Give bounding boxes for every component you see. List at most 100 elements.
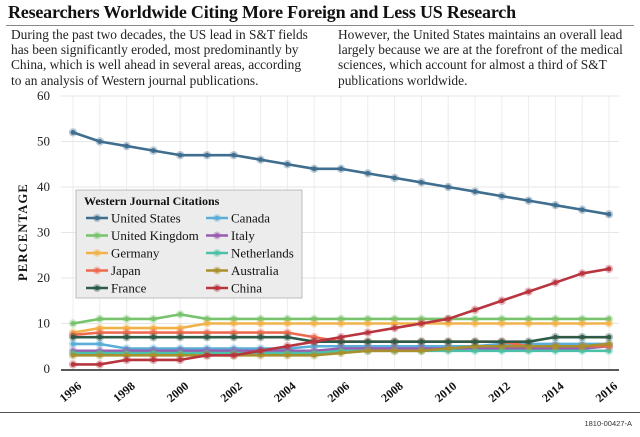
- data-point: [204, 316, 210, 322]
- y-tick-label: 50: [37, 134, 50, 149]
- data-point: [499, 316, 505, 322]
- data-point: [151, 148, 156, 154]
- legend-item: Australia: [206, 263, 279, 278]
- data-point: [419, 348, 424, 354]
- data-point: [285, 161, 290, 167]
- data-point: [445, 346, 451, 351]
- x-tick-label: 1998: [110, 379, 137, 405]
- data-point: [526, 316, 531, 322]
- data-point: [311, 343, 317, 349]
- data-point: [151, 334, 156, 340]
- legend-label: China: [231, 281, 262, 296]
- data-point: [419, 321, 424, 326]
- y-axis: 0 10 20 30 40 50 60: [37, 88, 50, 376]
- legend-label: Australia: [231, 263, 279, 278]
- data-point: [124, 357, 129, 363]
- data-point: [445, 316, 451, 322]
- legend-swatch-dot: [214, 285, 220, 291]
- data-point: [579, 271, 585, 276]
- data-point: [606, 334, 612, 340]
- data-point: [472, 316, 478, 322]
- legend-swatch-dot: [214, 250, 220, 256]
- y-axis-label: PERCENTAGE: [16, 183, 30, 281]
- data-point: [285, 334, 290, 340]
- legend-item: United States: [86, 211, 181, 226]
- legend-label: Canada: [231, 211, 270, 226]
- x-tick-label: 2004: [271, 379, 298, 405]
- data-point: [392, 325, 397, 331]
- data-point: [124, 352, 129, 358]
- data-point: [311, 166, 317, 172]
- data-point: [177, 312, 183, 317]
- chart-title: Researchers Worldwide Citing More Foreig…: [8, 2, 516, 22]
- data-point: [151, 316, 156, 322]
- data-point: [472, 343, 478, 349]
- data-point: [579, 316, 585, 322]
- x-tick-label: 2012: [486, 379, 513, 405]
- data-point: [472, 348, 478, 354]
- data-point: [445, 321, 451, 326]
- data-point: [499, 348, 505, 354]
- data-point: [231, 352, 237, 358]
- data-point: [177, 334, 183, 340]
- intro-text-right: However, the United States maintains an …: [338, 27, 623, 88]
- y-tick-label: 20: [37, 270, 50, 285]
- data-point: [419, 316, 424, 322]
- data-point: [338, 166, 344, 172]
- data-point: [258, 316, 263, 322]
- data-point: [124, 334, 129, 340]
- data-point: [311, 339, 317, 345]
- legend-swatch-dot: [214, 268, 220, 273]
- data-point: [285, 321, 290, 326]
- legend-swatch-dot: [94, 215, 100, 221]
- series-united-kingdom: [68, 310, 614, 328]
- data-point: [311, 316, 317, 322]
- data-point: [553, 334, 558, 340]
- data-point: [553, 316, 558, 322]
- data-point: [526, 348, 531, 354]
- legend-swatch-dot: [94, 233, 100, 238]
- legend-label: Germany: [111, 246, 160, 261]
- data-point: [445, 184, 451, 190]
- data-point: [526, 289, 531, 295]
- data-point: [70, 341, 76, 347]
- data-point: [124, 143, 129, 149]
- data-point: [365, 316, 371, 322]
- legend-item: Germany: [86, 246, 160, 261]
- legend-item: Netherlands: [206, 246, 294, 261]
- data-point: [338, 350, 344, 356]
- y-tick-label: 10: [37, 316, 50, 331]
- data-point: [70, 362, 76, 367]
- data-point: [97, 341, 103, 347]
- data-point: [151, 325, 156, 331]
- legend: Western Journal Citations United States Ca…: [75, 189, 303, 299]
- legend-item: France: [86, 281, 147, 296]
- data-point: [365, 339, 371, 345]
- data-point: [419, 180, 424, 185]
- data-point: [553, 348, 558, 354]
- data-point: [285, 316, 290, 322]
- data-point: [499, 298, 505, 304]
- data-point: [606, 341, 612, 347]
- legend-item: Canada: [206, 211, 270, 226]
- y-tick-label: 60: [37, 88, 50, 103]
- data-point: [231, 334, 237, 340]
- legend-title: Western Journal Citations: [84, 194, 220, 208]
- data-point: [472, 321, 478, 326]
- legend-box: [75, 189, 303, 299]
- data-point: [553, 280, 558, 285]
- x-tick-label: 2008: [378, 379, 405, 405]
- data-point: [606, 266, 612, 272]
- series-china: [68, 264, 614, 369]
- data-point: [392, 175, 397, 181]
- data-point: [151, 330, 156, 335]
- data-point: [97, 139, 103, 144]
- data-point: [70, 130, 76, 135]
- data-point: [526, 343, 531, 349]
- x-tick-label: 2016: [593, 379, 620, 405]
- data-point: [553, 202, 558, 208]
- data-point: [338, 339, 344, 345]
- series-united-states: [68, 128, 614, 219]
- x-tick-label: 2006: [325, 379, 352, 405]
